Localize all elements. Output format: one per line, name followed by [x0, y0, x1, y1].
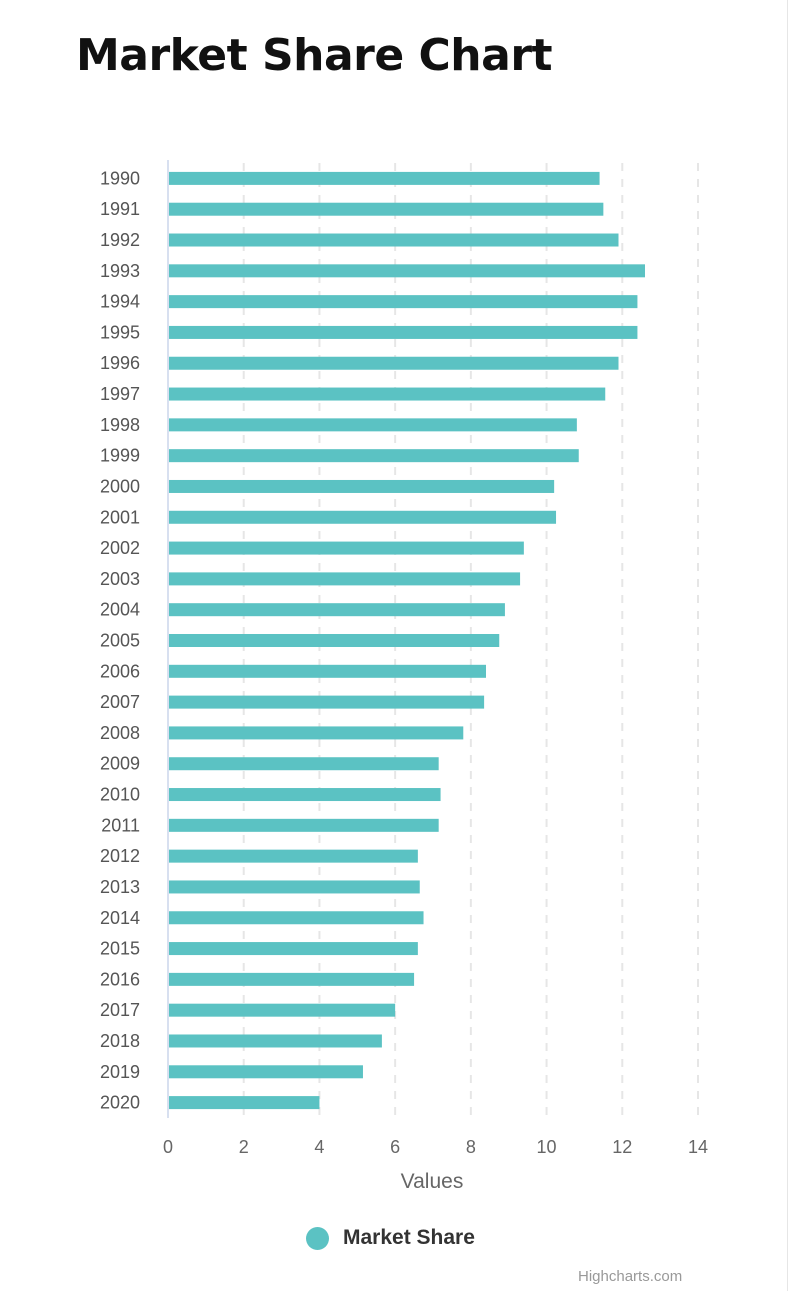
category-label: 2008	[100, 723, 140, 743]
bar-2009[interactable]	[169, 757, 439, 771]
bar-2002[interactable]	[169, 541, 524, 555]
bar-1993[interactable]	[169, 264, 645, 278]
category-label: 2007	[100, 692, 140, 712]
bar-2018[interactable]	[169, 1034, 382, 1048]
bar-2019[interactable]	[169, 1065, 363, 1079]
category-label: 2000	[100, 476, 140, 496]
category-label: 2013	[100, 877, 140, 897]
bar-1995[interactable]	[169, 325, 638, 339]
bar-2000[interactable]	[169, 479, 555, 493]
bar-1991[interactable]	[169, 202, 604, 216]
category-label: 1991	[100, 199, 140, 219]
category-label: 2012	[100, 846, 140, 866]
tick-label: 6	[390, 1137, 400, 1157]
category-label: 2011	[101, 815, 140, 835]
category-label: 2003	[100, 569, 140, 589]
bar-2012[interactable]	[169, 849, 418, 863]
page-right-border	[787, 0, 788, 1291]
bar-2015[interactable]	[169, 942, 418, 956]
category-label: 2004	[100, 600, 140, 620]
bar-2008[interactable]	[169, 726, 464, 740]
category-labels: 1990 1991 1992 1993 1994 1995 1996 1997 1998 1999…	[100, 168, 140, 1112]
category-label: 2006	[100, 661, 140, 681]
category-label: 2020	[100, 1093, 140, 1113]
bars	[169, 171, 645, 1110]
category-label: 1998	[100, 415, 140, 435]
bar-2001[interactable]	[169, 510, 557, 524]
category-label: 2017	[100, 1000, 140, 1020]
category-label: 1990	[100, 168, 140, 188]
tick-label: 4	[314, 1137, 324, 1157]
legend-symbol-icon	[306, 1226, 329, 1250]
category-label: 2016	[100, 969, 140, 989]
bar-1992[interactable]	[169, 233, 619, 247]
category-label: 2009	[100, 754, 140, 774]
bar-2016[interactable]	[169, 972, 415, 986]
tick-label: 8	[466, 1137, 476, 1157]
category-label: 2010	[100, 785, 140, 805]
legend-item-market-share[interactable]: Market Share	[306, 1226, 475, 1250]
category-label: 1999	[100, 446, 140, 466]
category-label: 2002	[100, 538, 140, 558]
tick-label: 12	[612, 1137, 632, 1157]
tick-label: 0	[163, 1137, 173, 1157]
bar-1996[interactable]	[169, 356, 619, 370]
bar-2020[interactable]	[169, 1096, 320, 1110]
bar-2003[interactable]	[169, 572, 521, 586]
category-label: 1995	[100, 322, 140, 342]
bar-1998[interactable]	[169, 418, 577, 432]
bar-2010[interactable]	[169, 788, 441, 802]
category-label: 1997	[100, 384, 140, 404]
category-label: 2015	[100, 939, 140, 959]
category-label: 2005	[100, 631, 140, 651]
bar-1994[interactable]	[169, 295, 638, 309]
tick-label: 2	[239, 1137, 249, 1157]
bar-2014[interactable]	[169, 911, 424, 925]
bar-2011[interactable]	[169, 818, 439, 832]
category-label: 1996	[100, 353, 140, 373]
bar-2013[interactable]	[169, 880, 420, 894]
category-label: 1992	[100, 230, 140, 250]
category-label: 2001	[100, 507, 140, 527]
highcharts-credits-link[interactable]: Highcharts.com	[578, 1268, 683, 1285]
bar-1997[interactable]	[169, 387, 606, 401]
tick-label: 10	[537, 1137, 557, 1157]
page-title: Market Share Chart	[76, 30, 553, 81]
bar-2006[interactable]	[169, 664, 486, 678]
category-label: 2018	[100, 1031, 140, 1051]
category-label: 1993	[100, 261, 140, 281]
bar-2005[interactable]	[169, 634, 500, 647]
category-label: 2014	[100, 908, 140, 928]
category-label: 1994	[100, 292, 140, 312]
tick-label: 14	[688, 1137, 708, 1157]
x-axis-tick-labels: 0 2 4 6 8 10 12 14	[163, 1137, 708, 1157]
bar-2007[interactable]	[169, 695, 485, 709]
bar-2017[interactable]	[169, 1003, 396, 1017]
value-axis-title: Values	[401, 1170, 464, 1193]
bar-1990[interactable]	[169, 171, 600, 185]
category-label: 2019	[100, 1062, 140, 1082]
bar-1999[interactable]	[169, 449, 579, 463]
legend-label: Market Share	[343, 1226, 475, 1249]
bar-2004[interactable]	[169, 603, 505, 617]
